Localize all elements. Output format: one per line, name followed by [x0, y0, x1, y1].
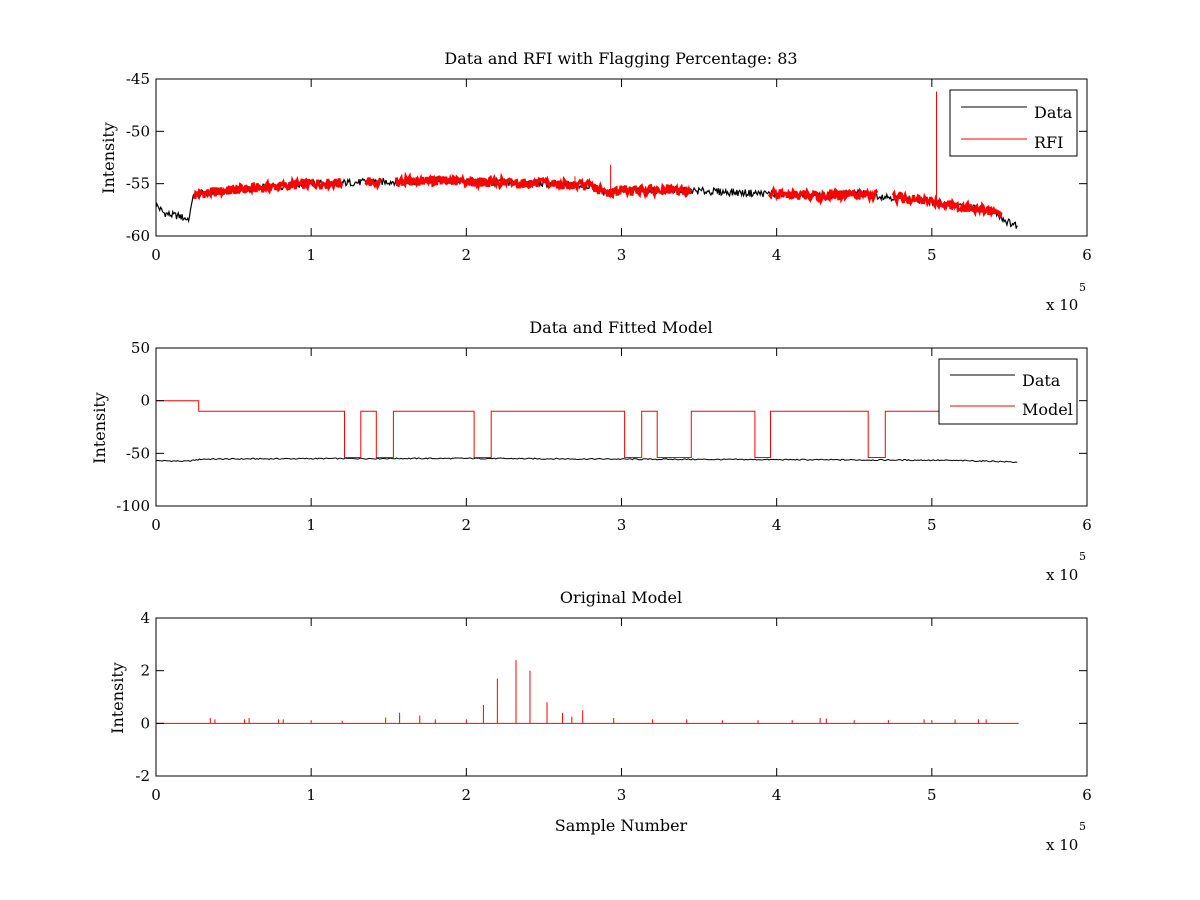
panel-3-ytick-label: -2: [135, 767, 150, 785]
panel-1-ylabel: Intensity: [99, 122, 118, 194]
panel-2-ytick-label: -50: [126, 444, 150, 462]
panel-3-xtick-label: 3: [617, 786, 627, 804]
panel-2-legend: Data Model: [938, 358, 1078, 425]
panel-3-ytick-label: 0: [140, 714, 150, 732]
panel-1-xtick-label: 1: [306, 246, 316, 264]
panel-1-x-exponent: 5: [1079, 281, 1086, 294]
series-rfi-segment: [891, 189, 1003, 218]
panel-3-xtick-label: 2: [462, 786, 472, 804]
panel-3-title: Original Model: [560, 588, 682, 607]
panel-1-legend-box: [949, 89, 1078, 157]
panel-2-ticks: 0 1 2 3 4 5 6 -100 -50 0 50: [116, 339, 1091, 534]
panel-3-xtick-label: 1: [306, 786, 316, 804]
legend-label-data-2: Data: [1022, 371, 1061, 390]
panel-3-axes-box: [155, 617, 1088, 777]
panel-3-x-exponent-label: x 10: [1046, 836, 1078, 854]
panel-3-ytick-label: 4: [140, 609, 150, 627]
panel-1-axes-box: [155, 78, 1088, 237]
panel-1-ytick-label: -45: [126, 70, 150, 88]
panel-1-ytick-label: -60: [126, 227, 150, 245]
panel-3-ylabel: Intensity: [108, 662, 127, 734]
legend-label-data: Data: [1034, 103, 1073, 122]
panel-2-legend-box: [938, 358, 1078, 425]
panel-2-xtick-label: 1: [306, 516, 316, 534]
panel-1-xtick-label: 2: [462, 246, 472, 264]
panel-3-x-exponent: 5: [1079, 820, 1086, 833]
panel-data-rfi: Data and RFI with Flagging Percentage: 8…: [99, 49, 1092, 314]
series-rfi-segment: [364, 177, 382, 191]
panel-3-xtick-label: 0: [151, 786, 161, 804]
series-data-line-2: [155, 457, 1018, 464]
panel-1-ticks: 0 1 2 3 4 5 6 -60 -55 -50 -45: [126, 70, 1092, 264]
panel-1-plot-area: [155, 91, 1018, 229]
series-rfi-segment: [767, 185, 879, 206]
panel-1-title: Data and RFI with Flagging Percentage: 8…: [444, 49, 797, 68]
panel-1-x-exponent-label: x 10: [1046, 296, 1078, 314]
panel-2-ytick-label: -100: [116, 497, 150, 515]
panel-1-xtick-label: 5: [927, 246, 937, 264]
panel-3-xtick-label: 4: [772, 786, 782, 804]
panel-data-fitted-model: Data and Fitted Model 0 1 2 3 4 5 6-100-50050 …: [90, 318, 1092, 584]
series-rfi-segment: [395, 171, 693, 200]
series-rfi-segment: [193, 175, 344, 201]
panel-3-xlabel: Sample Number: [555, 816, 688, 835]
panel-1-ytick-label: -55: [126, 175, 150, 193]
panel-1-xtick-label: 0: [151, 246, 161, 264]
panel-3-plot-area: [156, 660, 1019, 724]
panel-1-ytick-label: -50: [126, 122, 150, 140]
panel-3-xtick-label: 6: [1082, 786, 1092, 804]
panel-2-xtick-label: 0: [151, 516, 161, 534]
panel-2-ytick-label: 50: [131, 339, 150, 357]
panel-3-ytick-label: 2: [140, 662, 150, 680]
panel-1-xtick-label: 6: [1082, 246, 1092, 264]
panel-1-xtick-label: 3: [617, 246, 627, 264]
panel-2-plot-area: [155, 400, 1019, 464]
panel-2-ylabel: Intensity: [90, 392, 109, 464]
panel-2-xtick-label: 6: [1082, 516, 1092, 534]
panel-2-title: Data and Fitted Model: [529, 318, 712, 337]
panel-2-x-exponent: 5: [1079, 550, 1086, 563]
panel-1-legend: Data RFI: [949, 89, 1078, 157]
panel-2-x-exponent-label: x 10: [1046, 566, 1078, 584]
legend-label-model: Model: [1022, 400, 1073, 419]
panel-2-xtick-label: 4: [772, 516, 782, 534]
legend-label-rfi: RFI: [1034, 133, 1063, 152]
panel-2-xtick-label: 2: [462, 516, 472, 534]
panel-2-ytick-label: 0: [140, 392, 150, 410]
panel-1-xtick-label: 4: [772, 246, 782, 264]
panel-3-xtick-label: 5: [927, 786, 937, 804]
panel-2-xtick-label: 3: [617, 516, 627, 534]
series-model-line: [156, 400, 1019, 458]
panel-2-xtick-label: 5: [927, 516, 937, 534]
